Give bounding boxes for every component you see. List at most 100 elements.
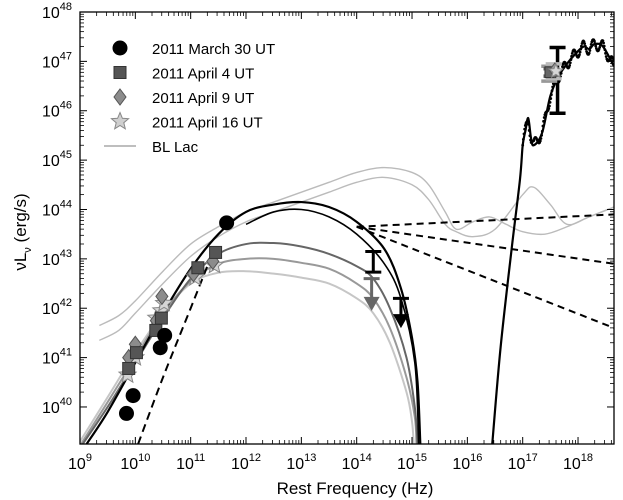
xray-data-point bbox=[541, 124, 545, 128]
curves-layer bbox=[80, 38, 614, 444]
xray-data-point bbox=[604, 55, 608, 58]
legend-label: 2011 April 16 UT bbox=[152, 115, 263, 132]
data-point-square bbox=[129, 346, 143, 360]
xray-data-point bbox=[594, 44, 598, 48]
sed-model-curve bbox=[99, 176, 614, 341]
xray-data-point bbox=[583, 44, 587, 48]
x-tick-label: 1010 bbox=[120, 452, 150, 473]
y-tick-label: 1046 bbox=[42, 100, 72, 121]
xray-data-point bbox=[568, 63, 572, 67]
legend-marker-circle bbox=[112, 40, 128, 56]
sed-model-curve bbox=[245, 208, 420, 444]
x-tick-label: 1011 bbox=[176, 452, 205, 473]
xray-data-point bbox=[528, 134, 532, 138]
x-tick-label: 1018 bbox=[563, 452, 593, 473]
legend-label: 2011 April 9 UT bbox=[152, 90, 254, 107]
xray-data-point bbox=[578, 50, 582, 54]
data-point-star bbox=[154, 292, 174, 312]
xray-data-point bbox=[598, 43, 602, 47]
xray-data-point bbox=[547, 107, 551, 110]
xray-data-point bbox=[551, 82, 555, 86]
xray-data-point bbox=[550, 89, 554, 93]
legend-marker-square bbox=[113, 66, 127, 79]
xray-data-point bbox=[604, 51, 607, 55]
data-point-circle bbox=[118, 405, 134, 421]
legend-label: 2011 March 30 UT bbox=[152, 41, 275, 58]
xray-data-point bbox=[611, 56, 614, 60]
x-tick-label: 1013 bbox=[286, 452, 316, 473]
xray-data-point bbox=[589, 46, 592, 49]
data-point-circle bbox=[219, 215, 235, 231]
data-point-square bbox=[209, 245, 223, 259]
y-tick-label: 1041 bbox=[42, 347, 72, 368]
xray-data-point bbox=[542, 116, 546, 119]
xray-data-point bbox=[583, 42, 587, 46]
svg-text:νLν (erg/s): νLν (erg/s) bbox=[11, 193, 34, 270]
xray-data-point bbox=[589, 43, 593, 46]
y-tick-label: 1042 bbox=[42, 297, 72, 318]
y-tick-label: 1044 bbox=[42, 198, 72, 219]
sed-model-curve bbox=[85, 200, 422, 444]
xray-data-point bbox=[549, 97, 553, 100]
legend-entry: 2011 April 9 UT bbox=[113, 88, 254, 107]
xray-data-point bbox=[593, 42, 597, 45]
y-axis-label: νLν (erg/s) bbox=[11, 193, 34, 270]
upper-limit-arrow bbox=[392, 314, 409, 329]
y-tick-label: 1045 bbox=[42, 149, 72, 170]
xray-data-point bbox=[551, 85, 555, 89]
xray-data-point bbox=[598, 45, 602, 49]
plot-frame bbox=[79, 11, 615, 445]
xray-data-point bbox=[540, 133, 544, 137]
xray-data-point bbox=[523, 124, 527, 127]
axes-layer: 109 1010 1011 1012 1013 1014 1015 1016 1017 1018 1… bbox=[42, 1, 615, 473]
y-tick-label: 1043 bbox=[42, 248, 72, 269]
xray-data-point bbox=[579, 44, 583, 48]
xray-curve bbox=[491, 42, 614, 444]
legend: 2011 March 30 UT 2011 April 4 UT 2011 Apri… bbox=[104, 40, 275, 156]
xray-data-point bbox=[527, 129, 531, 132]
legend-entry: 2011 March 30 UT bbox=[112, 40, 275, 58]
x-axis-label: Rest Frequency (Hz) bbox=[277, 479, 434, 498]
y-axis-label-unit: (erg/s) bbox=[11, 193, 30, 242]
xray-data-point bbox=[601, 39, 605, 43]
upper-limit-arrow bbox=[363, 296, 380, 311]
xray-data-point bbox=[549, 93, 553, 97]
xray-data-point bbox=[548, 100, 552, 104]
x-tick-label: 109 bbox=[68, 452, 92, 473]
data-point-circle bbox=[157, 327, 173, 343]
legend-label: BL Lac bbox=[152, 139, 199, 156]
xray-data-point bbox=[584, 47, 588, 51]
legend-entry: 2011 April 16 UT bbox=[110, 111, 263, 132]
xray-data-point bbox=[561, 65, 564, 69]
legend-marker-star bbox=[110, 111, 130, 130]
x-tick-label: 1015 bbox=[397, 452, 427, 473]
xray-data-point bbox=[521, 137, 525, 141]
legend-entry: BL Lac bbox=[104, 139, 199, 156]
xray-data-point bbox=[570, 54, 574, 58]
data-point-diamond bbox=[155, 287, 169, 306]
xray-data-point bbox=[569, 58, 573, 61]
xray-data-point bbox=[542, 119, 545, 123]
xray-data-point bbox=[539, 137, 543, 140]
xray-data-point bbox=[523, 127, 527, 131]
xray-data-point bbox=[538, 139, 542, 143]
xray-data-point bbox=[548, 104, 551, 108]
extrapolation-dashed-line bbox=[356, 213, 614, 228]
xray-data-point bbox=[521, 143, 525, 147]
y-tick-label: 1040 bbox=[42, 396, 72, 417]
data-point-circle bbox=[125, 388, 141, 404]
xray-data-point bbox=[602, 41, 605, 45]
xray-data-point bbox=[522, 132, 526, 136]
xray-marker-star bbox=[547, 62, 564, 79]
y-tick-label: 1048 bbox=[42, 1, 72, 22]
xray-data-point bbox=[559, 71, 563, 75]
legend-entry: 2011 April 4 UT bbox=[113, 66, 254, 83]
xray-data-point bbox=[578, 53, 581, 57]
legend-label: 2011 April 4 UT bbox=[152, 66, 254, 83]
xray-data-point bbox=[588, 49, 592, 52]
xray-data-point bbox=[593, 39, 596, 43]
xray-data-point bbox=[570, 52, 574, 55]
xray-data-point bbox=[579, 47, 583, 51]
sed-model-curve bbox=[80, 257, 418, 444]
